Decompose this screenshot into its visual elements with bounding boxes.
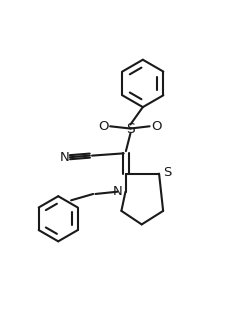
Text: O: O	[151, 120, 162, 133]
Text: N: N	[60, 151, 70, 164]
Text: O: O	[98, 120, 109, 133]
Text: S: S	[126, 121, 135, 135]
Text: S: S	[163, 166, 171, 179]
Text: N: N	[112, 185, 122, 198]
